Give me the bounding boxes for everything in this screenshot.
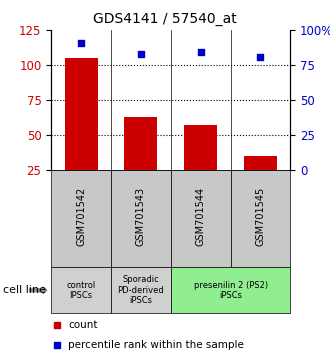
Bar — [51, 267, 111, 313]
Point — [54, 322, 60, 327]
Bar — [244, 156, 277, 170]
Text: cell line: cell line — [3, 285, 46, 295]
Text: GSM701544: GSM701544 — [196, 187, 206, 246]
Text: GSM701542: GSM701542 — [76, 187, 86, 246]
Text: control
IPSCs: control IPSCs — [66, 281, 96, 300]
Text: GSM701545: GSM701545 — [255, 187, 266, 246]
Bar — [65, 58, 97, 170]
Bar — [171, 170, 231, 267]
Bar — [51, 170, 111, 267]
Point — [138, 51, 144, 57]
Text: count: count — [68, 320, 97, 330]
Bar — [111, 170, 171, 267]
Point — [54, 342, 60, 348]
Bar — [111, 267, 171, 313]
Text: GDS4141 / 57540_at: GDS4141 / 57540_at — [93, 12, 237, 27]
Bar — [184, 125, 217, 170]
Text: Sporadic
PD-derived
iPSCs: Sporadic PD-derived iPSCs — [117, 275, 164, 305]
Text: percentile rank within the sample: percentile rank within the sample — [68, 340, 244, 350]
Point — [79, 40, 84, 46]
Text: GSM701543: GSM701543 — [136, 187, 146, 246]
Point — [258, 54, 263, 59]
Point — [198, 50, 203, 55]
Bar — [171, 267, 290, 313]
Text: presenilin 2 (PS2)
iPSCs: presenilin 2 (PS2) iPSCs — [193, 281, 268, 300]
Bar — [124, 117, 157, 170]
Bar — [231, 170, 290, 267]
